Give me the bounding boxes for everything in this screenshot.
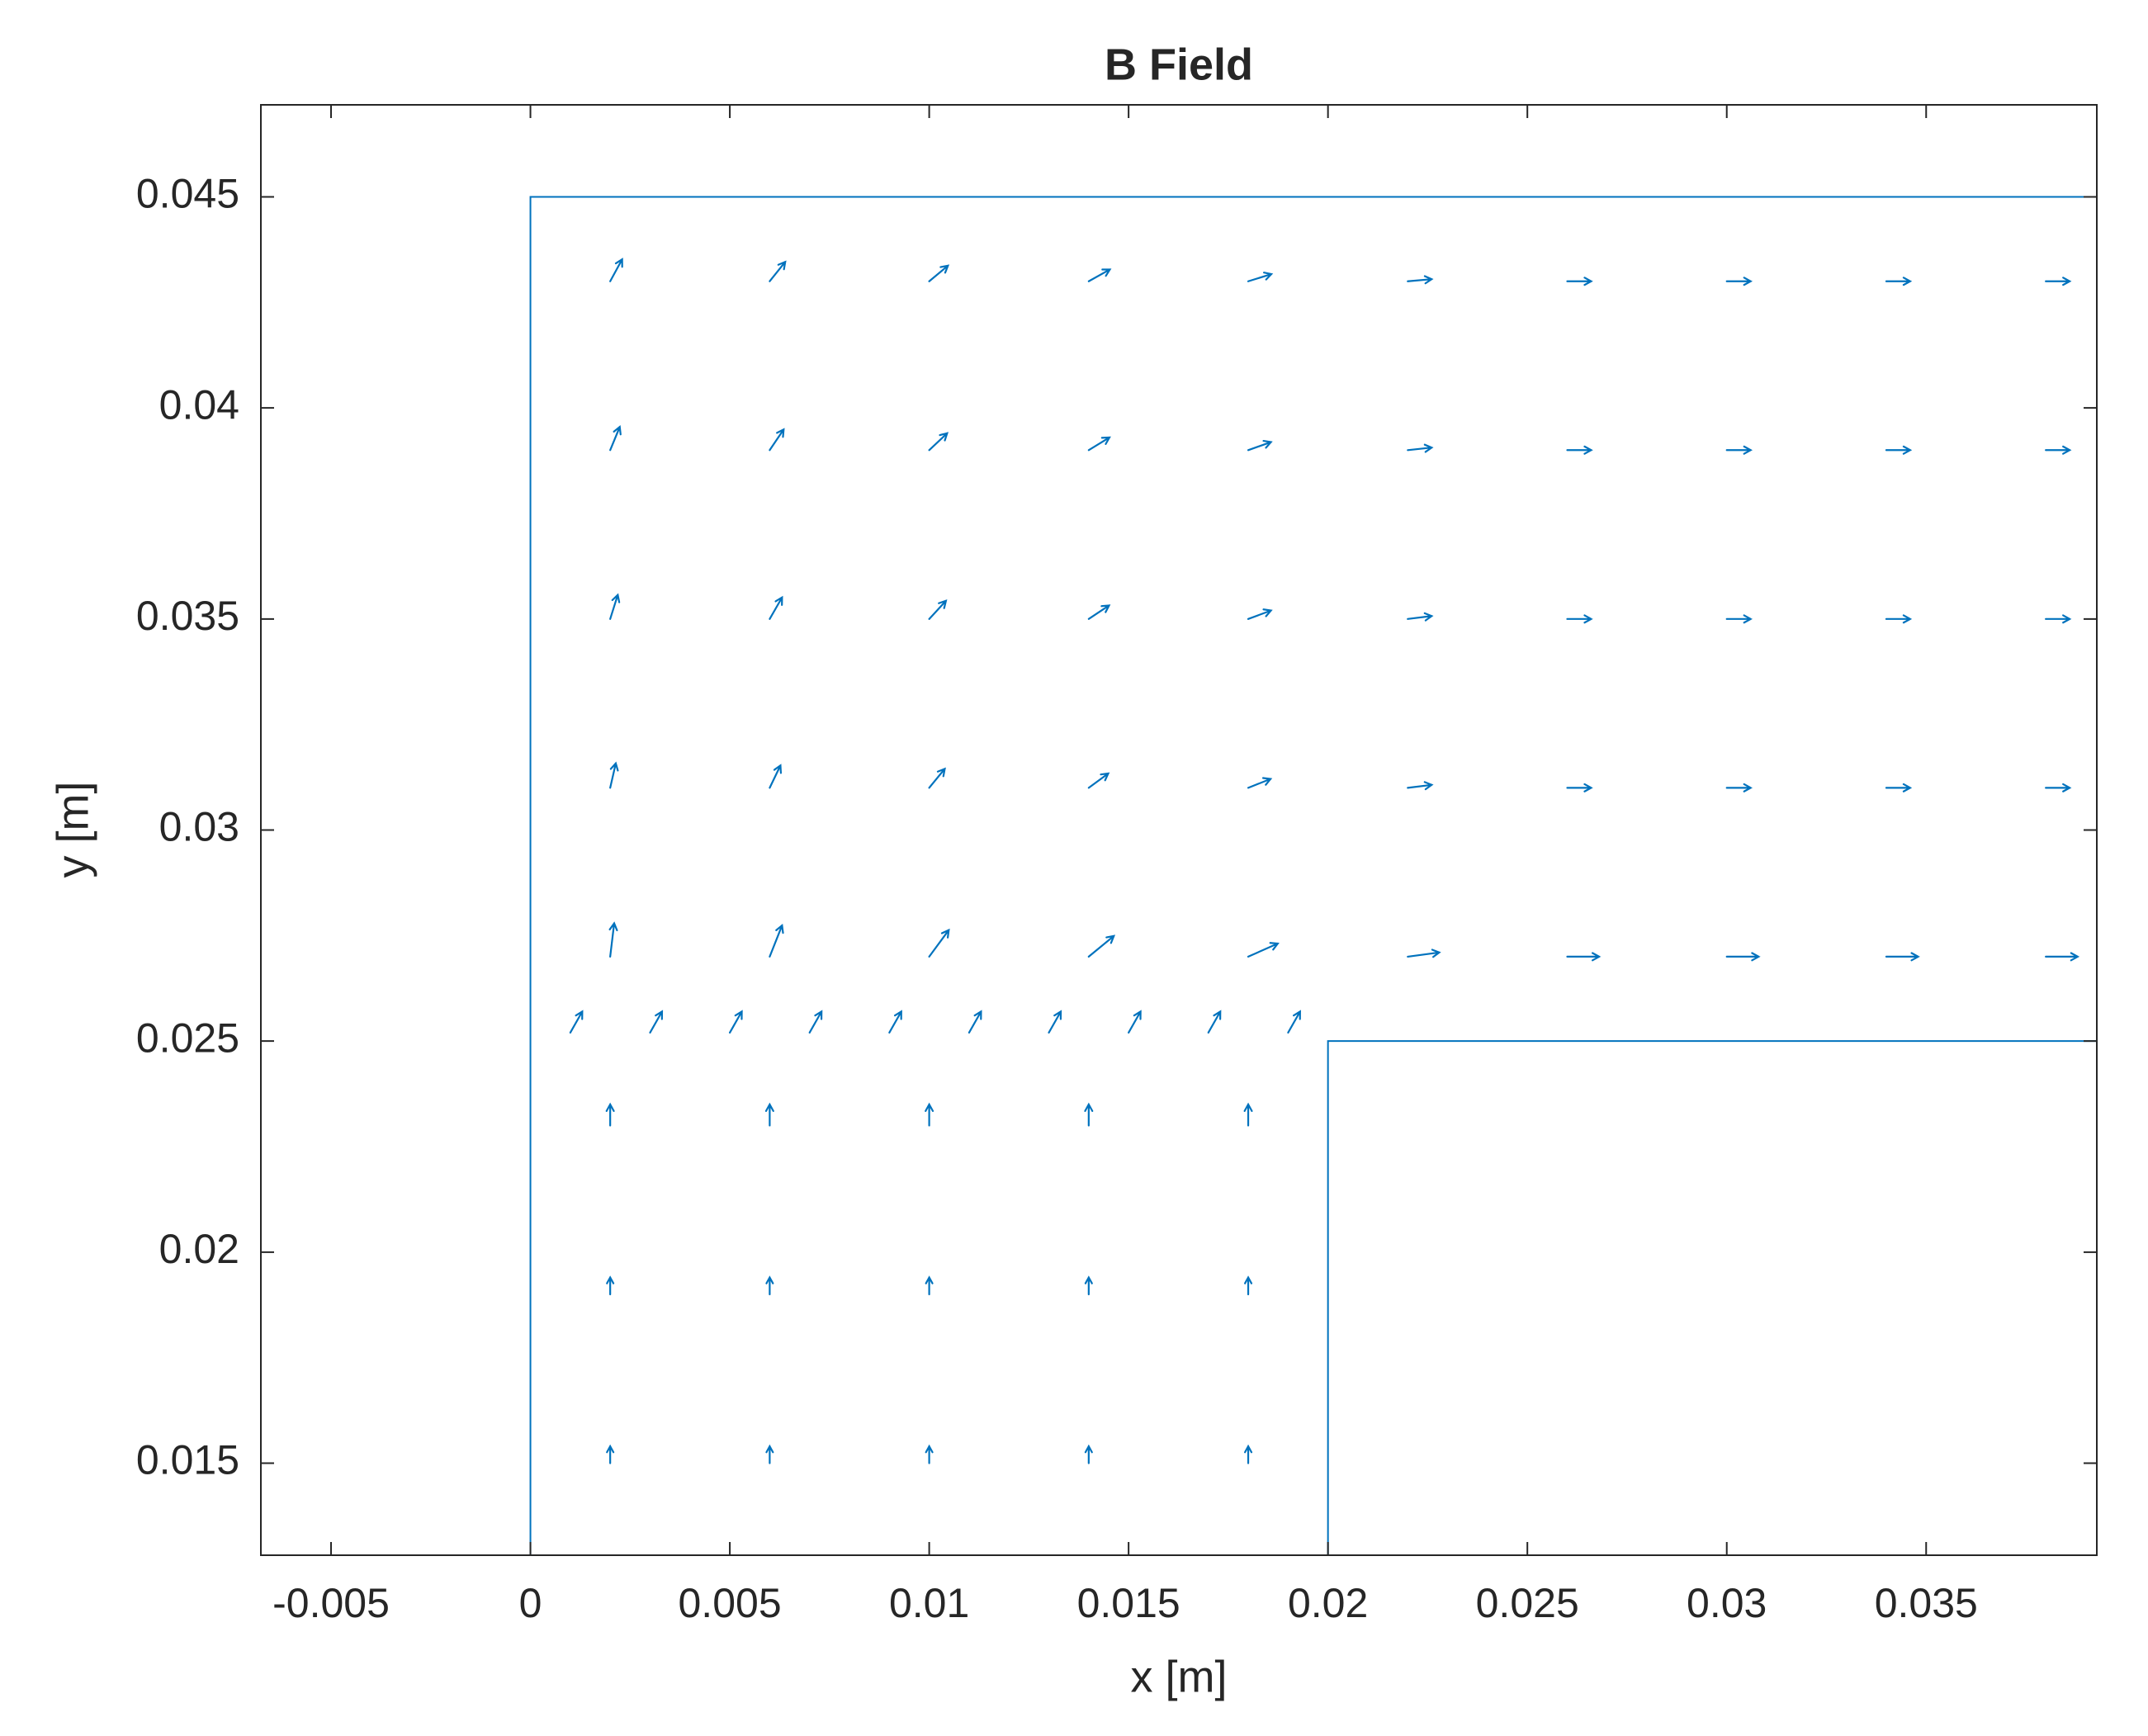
arrow [649,1010,664,1034]
arrow [765,1444,774,1464]
arrow [608,921,618,958]
arrow [606,1275,615,1296]
arrow [928,928,950,958]
arrow [569,1010,584,1034]
arrow [968,1010,982,1034]
arrow [1566,445,1593,455]
arrow [1725,783,1753,792]
arrow [928,264,950,282]
arrow [1247,777,1273,789]
arrow [928,432,949,452]
arrow [1247,942,1280,958]
x-axis-label: x [m] [1131,1652,1228,1701]
arrow [764,1102,774,1127]
arrow [728,1010,743,1034]
arrow [888,1010,902,1034]
arrow [1084,1102,1094,1127]
arrow [1407,275,1434,285]
arrow [1407,781,1434,791]
x-tick-label: 0.02 [1288,1580,1368,1626]
arrow [925,1444,934,1464]
arrow [1084,1444,1093,1464]
arrow [769,923,784,958]
x-tick-label: 0.035 [1875,1580,1978,1626]
boundary-line [529,196,2097,1555]
arrow [808,1010,823,1034]
y-tick-label: 0.03 [159,804,239,850]
x-tick-label: 0.025 [1476,1580,1579,1626]
x-tick-label: 0 [519,1580,542,1626]
x-tick-label: 0.01 [889,1580,969,1626]
chart-title: B Field [1105,40,1253,89]
arrow [1566,783,1593,792]
arrow [1885,783,1913,792]
arrow [1243,1102,1253,1127]
arrow [2045,783,2072,792]
arrow [1084,1275,1093,1296]
arrow [1087,772,1110,789]
arrow [769,595,783,620]
arrow [1407,612,1434,622]
arrow [609,425,622,452]
arrow [1566,952,1602,962]
arrow [606,1444,615,1464]
arrow [1287,1010,1301,1034]
arrow [1247,439,1273,452]
arrow [765,1275,774,1296]
arrow [1244,1444,1253,1464]
arrow [769,428,785,452]
arrow [2045,277,2072,286]
arrow [609,593,621,620]
arrow [2045,445,2072,455]
arrow [1725,614,1753,624]
y-tick-label: 0.04 [159,381,239,428]
arrow [1087,268,1112,282]
y-tick-label: 0.025 [136,1015,239,1061]
arrow [1407,948,1441,958]
x-tick-label: 0.005 [679,1580,782,1626]
x-tick-label: -0.005 [272,1580,390,1626]
arrow [1244,1275,1253,1296]
x-tick-label: 0.03 [1687,1580,1767,1626]
arrow [609,761,619,789]
arrow [1725,952,1761,962]
arrow [928,767,946,789]
arrow [925,1275,934,1296]
arrow [1885,614,1913,624]
plot-area [529,196,2097,1555]
arrow [769,764,783,789]
arrow [769,260,787,282]
y-tick-label: 0.045 [136,171,239,217]
arrow [1725,277,1753,286]
y-tick-label: 0.015 [136,1437,239,1483]
y-tick-label: 0.02 [159,1226,239,1272]
arrow [1247,272,1274,282]
arrow [1566,277,1593,286]
arrow [1885,952,1920,962]
arrow [1087,604,1111,620]
arrow [1885,445,1913,455]
arrow [928,599,948,620]
arrow [1207,1010,1222,1034]
arrow [1885,277,1913,286]
arrow [1247,608,1273,620]
arrow [1087,934,1116,958]
arrow [1087,436,1111,452]
arrow [605,1102,615,1127]
x-tick-label: 0.015 [1077,1580,1180,1626]
arrow [1725,445,1753,455]
y-tick-label: 0.035 [136,593,239,639]
arrow [2045,952,2080,962]
arrow [2045,614,2072,624]
y-axis-label: y [m] [48,782,97,878]
arrow [1566,614,1593,624]
arrow [609,258,623,282]
arrow [1407,443,1434,453]
arrow [925,1102,934,1127]
arrow [1048,1010,1062,1034]
arrow [1128,1010,1142,1034]
